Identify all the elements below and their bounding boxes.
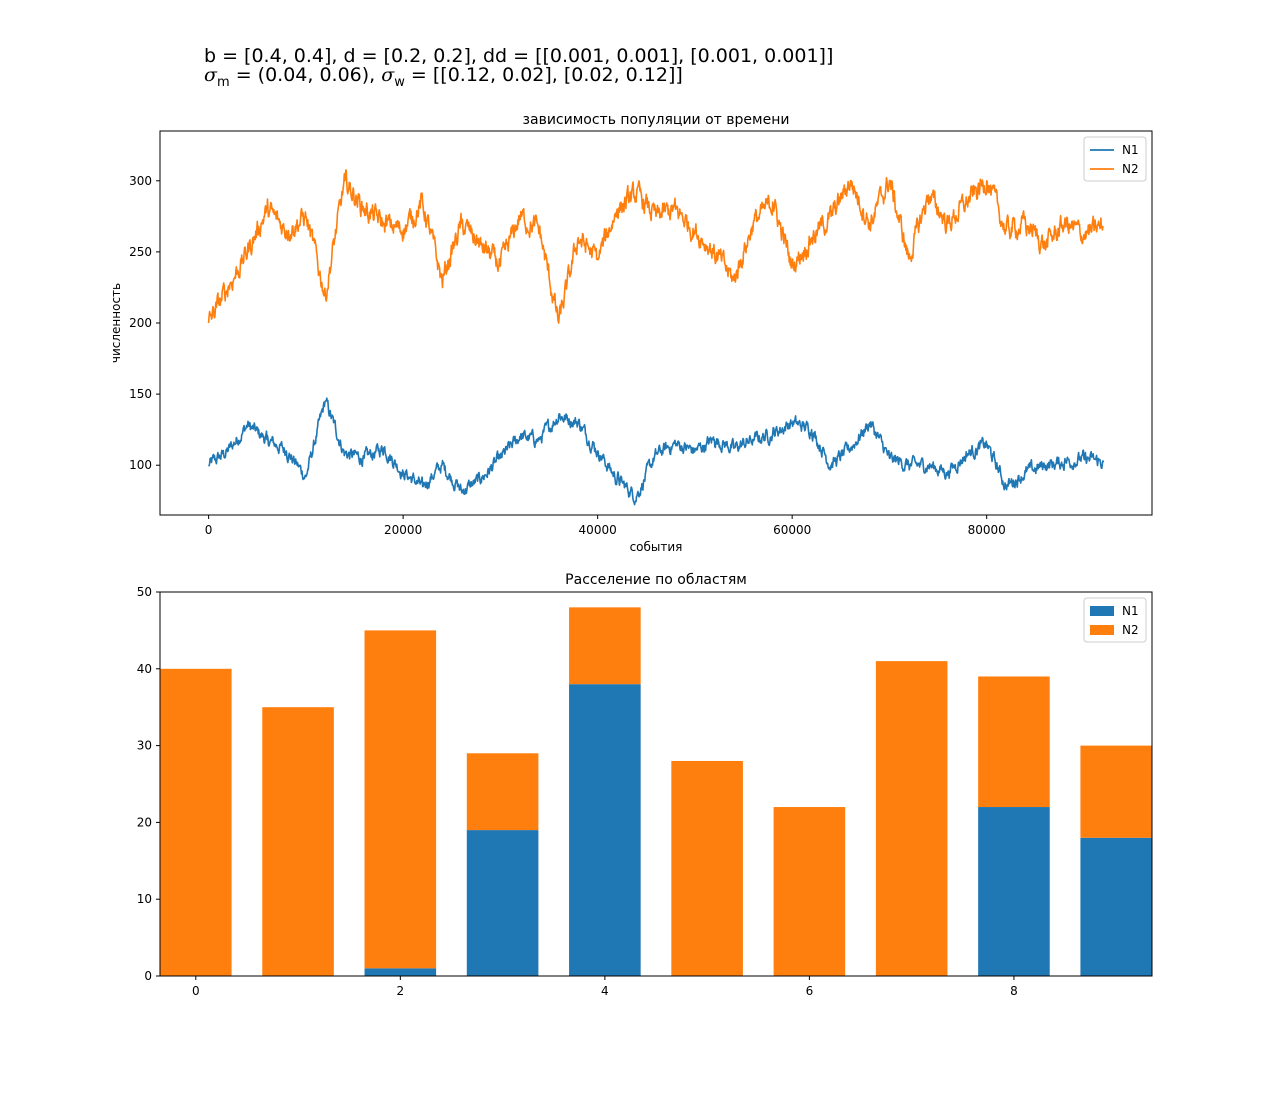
axes-frame [159,591,1153,977]
x-tick-label: 20000 [384,523,422,537]
chart-title: Расселение по областям [565,572,747,588]
y-tick-label: 50 [137,585,152,599]
y-axis-label: численность [109,283,123,363]
legend-label-n2: N2 [1122,623,1139,637]
x-tick-label: 2 [397,984,405,998]
x-tick-label: 60000 [773,523,811,537]
x-tick-label: 4 [601,984,609,998]
y-tick-label: 0 [144,969,152,983]
legend-swatch-n2 [1090,625,1114,635]
sigma-m-symbol: σ [204,64,217,86]
y-tick-label: 30 [137,739,152,753]
x-axis-label: события [630,540,683,554]
bar-n1 [466,830,539,976]
bar-n1 [569,684,641,976]
bar-n2 [466,753,539,831]
chart-title: зависимость популяции от времени [523,112,790,128]
y-tick-label: 40 [137,662,152,676]
region-bar-chart: 0 2 4 6 8 0 10 20 30 40 50 Расселение по областям N1… [137,572,1153,998]
bar-n1 [364,968,437,976]
x-tick-label: 40000 [579,523,617,537]
parameters-line-1: b = [0.4, 0.4], d = [0.2, 0.2], dd = [[0… [204,45,834,67]
sigma-m-value: = (0.04, 0.06), [229,64,382,86]
x-tick-label: 8 [1010,984,1018,998]
legend-label-n1: N1 [1122,604,1139,618]
bar-n2 [671,760,743,976]
bar-n2 [1080,745,1152,838]
legend-label-n2: N2 [1122,162,1139,176]
bar-n2 [364,630,437,969]
y-tick-label: 10 [137,892,152,906]
y-tick-label: 20 [137,815,152,829]
y-tick-label: 300 [129,174,152,188]
sigma-m-subscript: m [216,74,230,90]
y-tick-label: 200 [129,316,152,330]
x-tick-label: 80000 [968,523,1006,537]
sigma-w-value: = [[0.12, 0.02], [0.02, 0.12]] [404,64,683,86]
legend-swatch-n1 [1090,606,1114,616]
bar-n2 [978,676,1050,808]
x-tick-label: 0 [205,523,213,537]
bar-n1 [1080,837,1152,976]
population-line-chart: 0 20000 40000 60000 80000 100 150 200 250 300 зави… [109,112,1153,554]
bar-n2 [875,661,948,976]
legend-label-n1: N1 [1122,143,1139,157]
series-line-n1 [208,397,1105,506]
bar-n2 [262,707,334,976]
bar-n1 [978,807,1050,976]
y-tick-label: 100 [129,458,152,472]
sigma-w-symbol: σ [381,64,395,86]
x-tick-label: 0 [192,984,200,998]
x-tick-label: 6 [806,984,814,998]
bar-n2 [569,607,641,685]
parameters-line-2: σm = (0.04, 0.06), σw = [[0.12, 0.02], [… [204,66,683,89]
sigma-w-subscript: w [394,74,405,90]
bar-n2 [773,807,846,976]
y-tick-label: 150 [129,387,152,401]
series-line-n2 [207,169,1105,324]
bar-n2 [160,668,232,976]
y-tick-label: 250 [129,245,152,259]
legend-box [1083,136,1147,182]
